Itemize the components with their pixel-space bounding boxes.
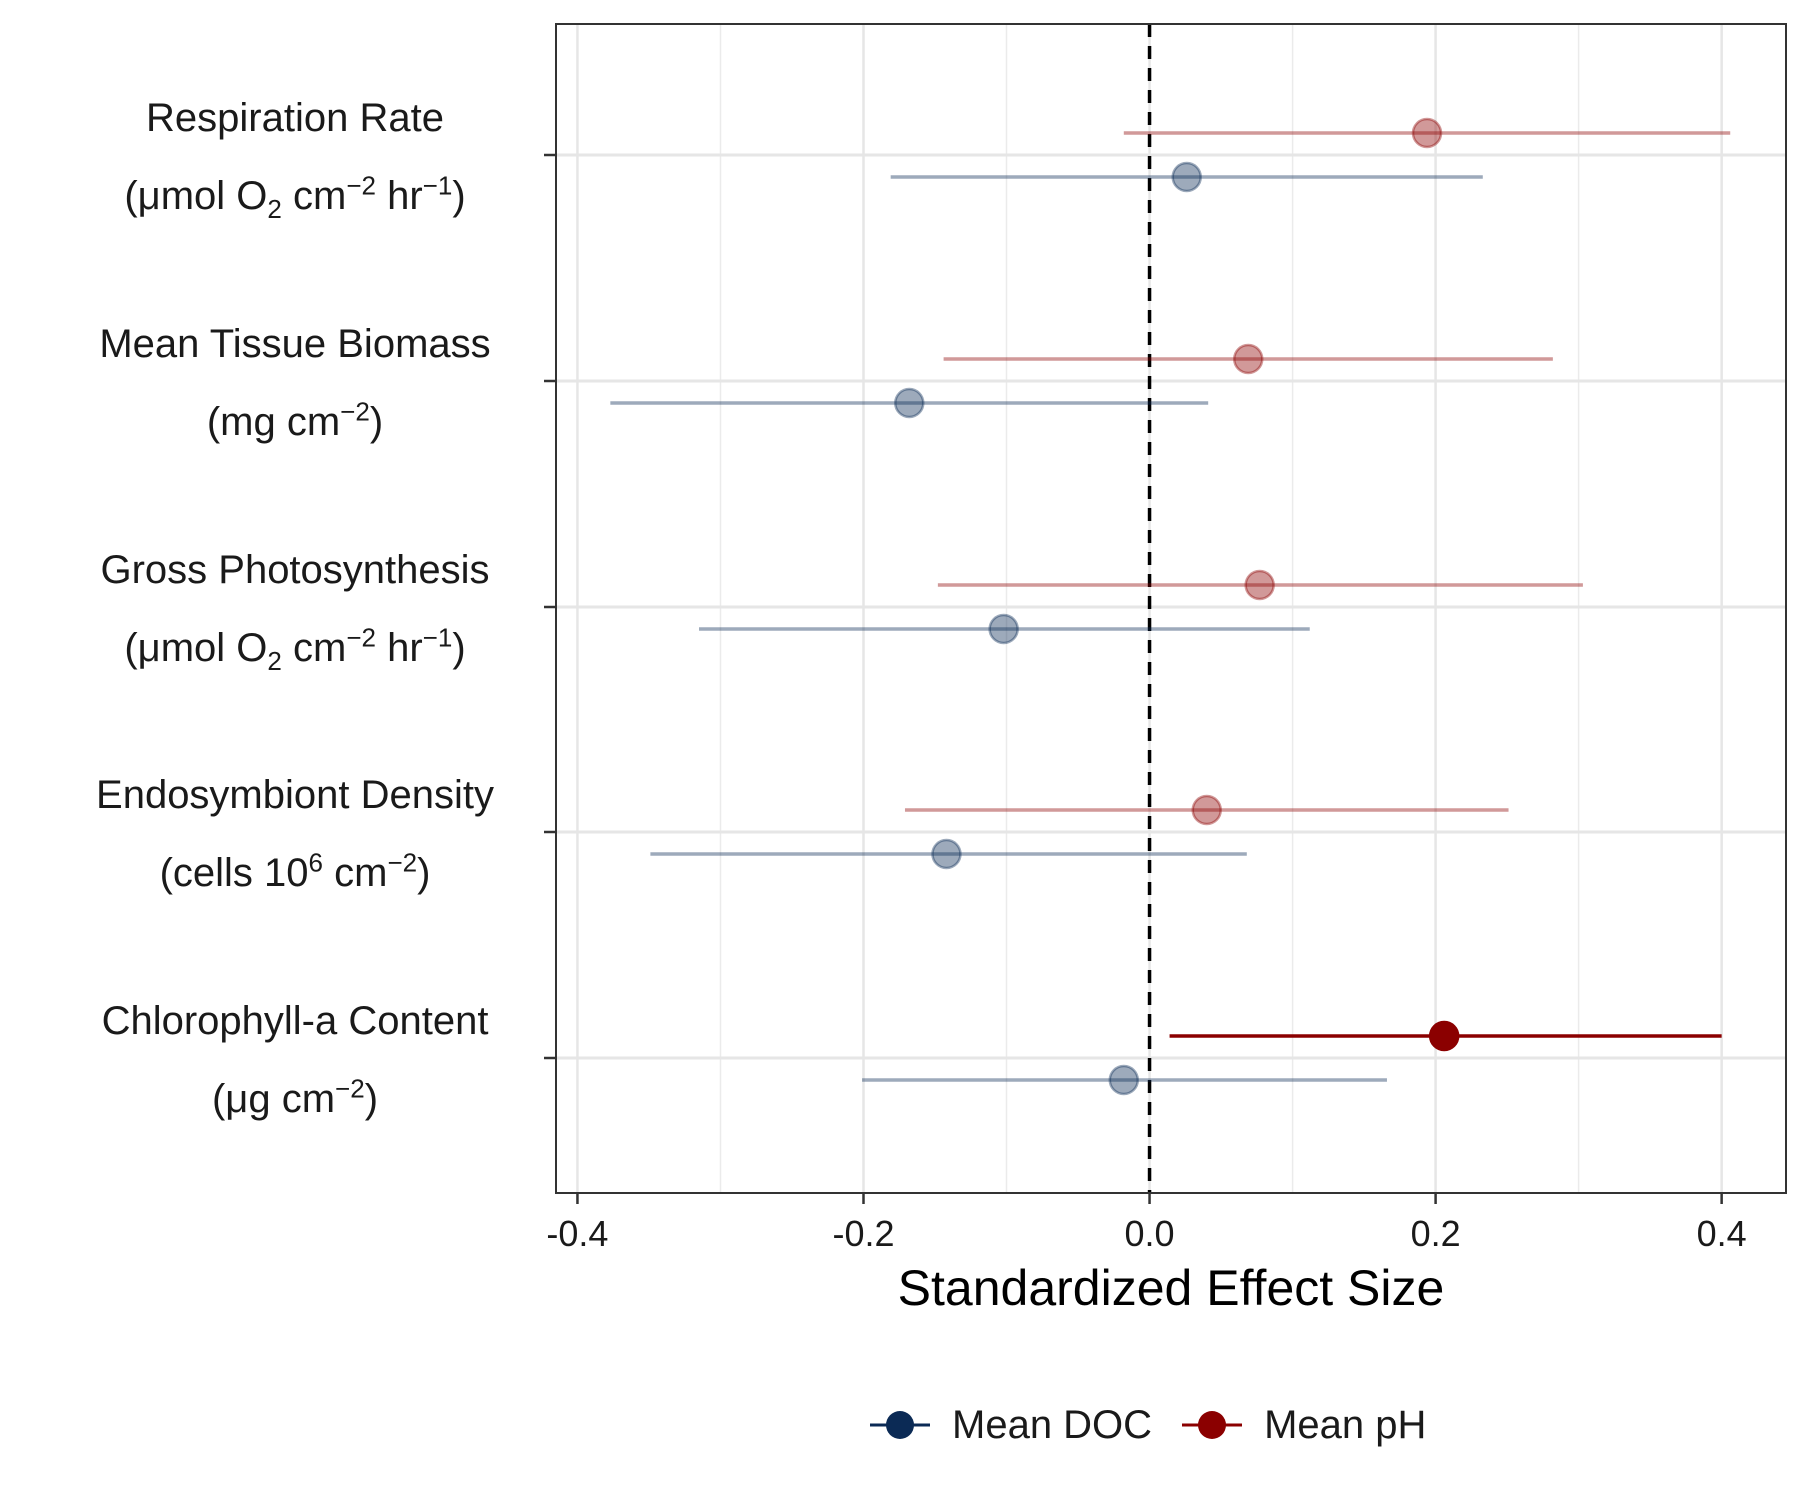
category-name: Respiration Rate <box>146 96 444 140</box>
legend-label-doc: Mean DOC <box>952 1402 1153 1447</box>
point-doc-4 <box>1108 1064 1140 1096</box>
category-name: Mean Tissue Biomass <box>99 322 491 366</box>
legend-key-doc <box>870 1411 930 1439</box>
category-label-4: Chlorophyll-a Content (μg cm−2) <box>40 982 550 1138</box>
x-tick-label-0: -0.4 <box>546 1213 608 1254</box>
x-axis-title: Standardized Effect Size <box>898 1260 1445 1316</box>
category-label-1: Mean Tissue Biomass (mg cm−2) <box>40 305 550 461</box>
point-ph-2 <box>1244 569 1275 601</box>
category-name: Endosymbiont Density <box>96 773 494 817</box>
legend-label-ph: Mean pH <box>1264 1402 1427 1447</box>
category-unit: (cells 106 cm−2) <box>159 847 431 895</box>
point-doc-0 <box>1171 161 1202 193</box>
category-unit: (μmol O2 cm−2 hr−1) <box>124 170 466 224</box>
point-doc-2 <box>988 613 1019 645</box>
category-unit: (mg cm−2) <box>206 396 384 444</box>
legend-item-ph: Mean pH <box>1182 1403 1426 1448</box>
point-doc-3 <box>931 838 962 870</box>
panel-border <box>555 23 1787 1194</box>
point-ph-4 <box>1428 1020 1460 1052</box>
category-label-2: Gross Photosynthesis (μmol O2 cm−2 hr−1) <box>40 531 550 687</box>
point-ph-3 <box>1191 794 1223 826</box>
point-doc-1 <box>894 387 925 419</box>
x-tick-label-4: 0.4 <box>1697 1213 1747 1254</box>
category-label-3: Endosymbiont Density (cells 106 cm−2) <box>40 756 550 912</box>
legend-item-doc: Mean DOC <box>870 1403 1152 1448</box>
x-tick-label-3: 0.2 <box>1411 1213 1461 1254</box>
category-name: Chlorophyll-a Content <box>101 999 489 1043</box>
x-tick-label-2: 0.0 <box>1125 1213 1175 1254</box>
point-ph-0 <box>1411 117 1443 149</box>
category-name: Gross Photosynthesis <box>100 548 490 592</box>
category-unit: (μmol O2 cm−2 hr−1) <box>124 622 466 676</box>
legend: Mean DOC Mean pH <box>870 1395 1456 1455</box>
x-tick-label-1: -0.2 <box>832 1213 894 1254</box>
category-unit: (μg cm−2) <box>211 1073 379 1121</box>
point-ph-1 <box>1232 343 1264 375</box>
category-label-0: Respiration Rate (μmol O2 cm−2 hr−1) <box>40 79 550 235</box>
legend-key-ph <box>1182 1411 1243 1439</box>
